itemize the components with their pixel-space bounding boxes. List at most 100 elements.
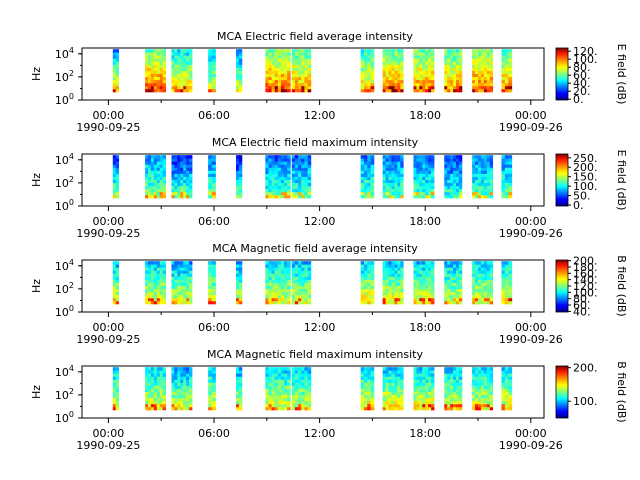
heatmap-cell: [475, 185, 479, 190]
heatmap-cell: [112, 61, 117, 65]
heatmap-cell: [508, 185, 513, 190]
heatmap-cell: [274, 282, 279, 286]
heatmap-cell: [238, 49, 243, 53]
heatmap-cell: [391, 55, 395, 59]
heatmap-cell: [156, 279, 161, 283]
heatmap-cell: [265, 179, 269, 184]
heatmap-cell: [112, 291, 117, 296]
axes-frame: [81, 259, 545, 313]
heatmap-cell: [447, 394, 451, 399]
heatmap-cell: [363, 79, 368, 84]
heatmap-cell: [431, 73, 435, 78]
heatmap-cell: [483, 158, 488, 162]
heatmap-cell: [298, 173, 302, 177]
heatmap-cell: [472, 164, 476, 168]
heatmap-cell: [508, 76, 513, 81]
heatmap-cell: [291, 370, 296, 374]
heatmap-cell: [416, 370, 420, 374]
heatmap-cell: [150, 385, 155, 389]
heatmap-cell: [400, 55, 404, 59]
heatmap-cell: [367, 76, 371, 81]
heatmap-cell: [171, 297, 175, 302]
heatmap-cell: [304, 273, 309, 277]
heatmap-cell: [271, 276, 276, 280]
heatmap-cell: [388, 294, 392, 299]
heatmap-cell: [265, 82, 269, 87]
heatmap-cell: [486, 79, 491, 84]
heatmap-cell: [367, 188, 371, 193]
heatmap-cell: [478, 185, 482, 190]
heatmap-cell: [400, 267, 404, 271]
heatmap-cell: [444, 397, 448, 402]
panel-title: MCA Electric field maximum intensity: [212, 136, 419, 149]
heatmap-cell: [428, 273, 432, 277]
segment-07:15: [236, 367, 243, 411]
heatmap-cell: [186, 58, 190, 62]
heatmap-cell: [236, 291, 240, 296]
heatmap-cell: [486, 164, 491, 168]
heatmap-cell: [413, 70, 417, 74]
heatmap-cell: [483, 55, 488, 59]
heatmap-cell: [394, 73, 398, 78]
heatmap-cell: [174, 279, 178, 283]
heatmap-cell: [148, 182, 152, 187]
heatmap-cell: [180, 167, 184, 171]
heatmap-cell: [475, 173, 479, 177]
heatmap-cell: [148, 52, 152, 56]
x-date-label: 1990-09-26: [499, 227, 563, 240]
heatmap-cell: [444, 188, 448, 193]
heatmap-cell: [153, 161, 158, 165]
heatmap-cell: [480, 188, 485, 193]
heatmap-cell: [475, 55, 479, 59]
heatmap-cell: [360, 297, 365, 302]
heatmap-cell: [277, 403, 282, 408]
heatmap-cell: [450, 155, 454, 159]
heatmap-cell: [504, 406, 509, 411]
heatmap-cell: [307, 82, 312, 87]
heatmap-cell: [265, 67, 269, 71]
heatmap-cell: [265, 403, 269, 408]
heatmap-cell: [115, 294, 120, 299]
heatmap-cell: [304, 70, 309, 74]
heatmap-cell: [211, 64, 216, 68]
heatmap-cell: [385, 185, 389, 190]
heatmap-cell: [268, 367, 272, 371]
heatmap-cell: [450, 406, 454, 411]
heatmap-cell: [472, 58, 476, 62]
heatmap-cell: [298, 261, 302, 265]
heatmap-cell: [508, 85, 513, 90]
segment-02:05: [145, 49, 166, 93]
heatmap-cell: [363, 182, 368, 187]
heatmap-cell: [150, 403, 155, 408]
heatmap-cell: [489, 397, 494, 402]
heatmap-cell: [478, 194, 482, 199]
heatmap-cell: [145, 191, 149, 196]
heatmap-cell: [265, 297, 269, 302]
heatmap-cell: [274, 191, 279, 196]
heatmap-cell: [397, 158, 401, 162]
heatmap-cell: [425, 79, 429, 84]
heatmap-cell: [159, 394, 164, 399]
heatmap-cell: [453, 161, 457, 165]
heatmap-cell: [291, 297, 296, 302]
heatmap-cell: [298, 188, 302, 193]
heatmap-cell: [150, 64, 155, 68]
heatmap-cell: [148, 300, 152, 305]
heatmap-cell: [458, 179, 463, 184]
heatmap-cell: [171, 285, 175, 290]
heatmap-cell: [508, 379, 513, 383]
heatmap-cell: [236, 300, 240, 305]
heatmap-cell: [304, 73, 309, 78]
heatmap-cell: [291, 273, 296, 277]
heatmap-cell: [475, 158, 479, 162]
heatmap-cell: [174, 58, 178, 62]
heatmap-cell: [177, 161, 181, 165]
heatmap-cell: [504, 173, 509, 177]
heatmap-cell: [186, 79, 190, 84]
heatmap-cell: [363, 179, 368, 184]
heatmap-cell: [186, 176, 190, 180]
heatmap-cell: [177, 276, 181, 280]
heatmap-cell: [186, 279, 190, 283]
heatmap-cell: [501, 367, 506, 371]
heatmap-cell: [159, 161, 164, 165]
